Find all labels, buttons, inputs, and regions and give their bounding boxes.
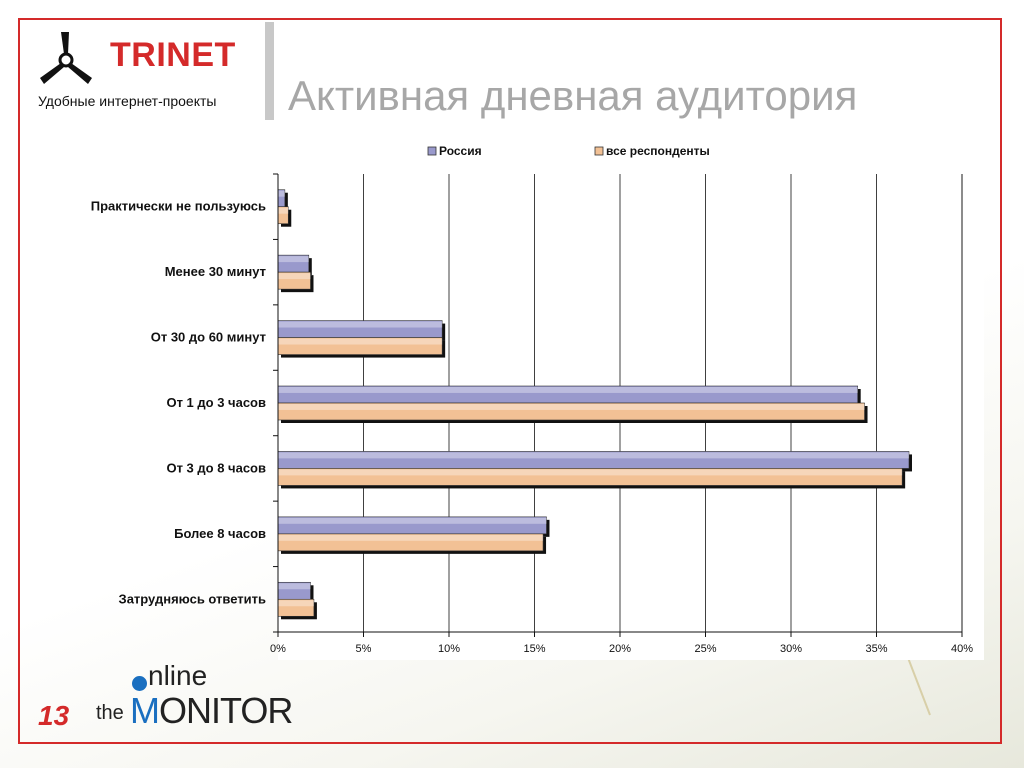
category-label: От 3 до 8 часов	[166, 460, 266, 475]
x-tick-label: 25%	[694, 643, 716, 655]
bar-highlight	[278, 404, 865, 410]
logo-monitor-m: M	[130, 690, 160, 731]
bar-highlight	[278, 273, 311, 280]
category-label: От 1 до 3 часов	[166, 395, 266, 410]
slide-frame	[18, 18, 1002, 744]
bar-highlight	[278, 600, 314, 607]
bar-highlight	[278, 338, 443, 345]
category-label: От 30 до 60 минут	[151, 330, 266, 345]
bar-highlight	[278, 190, 285, 197]
x-tick-label: 10%	[438, 643, 460, 655]
title-accent-bar	[265, 22, 274, 120]
logo-online-text: nline	[148, 660, 208, 691]
category-label: Затрудняюсь ответить	[119, 591, 266, 606]
bar-highlight	[278, 321, 443, 328]
legend-swatch	[594, 146, 604, 156]
legend-swatch	[427, 146, 437, 156]
x-tick-label: 5%	[356, 643, 372, 655]
x-tick-label: 30%	[780, 643, 802, 655]
logo-monitor-text: MONITOR	[130, 690, 293, 732]
bar-highlight	[278, 207, 289, 214]
logo-monitor-rest: ONITOR	[159, 690, 293, 731]
x-tick-label: 35%	[865, 643, 887, 655]
x-tick-label: 20%	[609, 643, 631, 655]
bar-highlight	[278, 452, 909, 459]
bar-highlight	[278, 256, 309, 263]
x-tick-label: 40%	[951, 643, 973, 655]
bar-highlight	[278, 469, 903, 476]
x-tick-label: 15%	[523, 643, 545, 655]
legend-label: Россия	[439, 144, 482, 158]
bar-highlight	[278, 517, 547, 524]
category-label: Более 8 часов	[174, 526, 266, 541]
x-tick-label: 0%	[270, 643, 286, 655]
category-label: Менее 30 минут	[165, 264, 266, 279]
bar-highlight	[278, 583, 311, 590]
online-monitor-logo: nline the MONITOR	[96, 660, 296, 734]
bar-highlight	[278, 387, 858, 393]
slide-title: Активная дневная аудитория	[288, 72, 858, 119]
logo-wordmark: TRINET	[110, 36, 236, 74]
legend-label: все респонденты	[606, 144, 710, 158]
category-label: Практически не пользуюсь	[91, 199, 266, 214]
page-number: 13	[38, 700, 70, 731]
bar-chart: 0% 5% 10% 15% 20% 25% 30% 35% 40% Практически не …	[91, 144, 984, 660]
logo-tagline: Удобные интернет-проекты	[38, 93, 217, 109]
propeller-icon	[40, 32, 92, 84]
online-dot-icon	[132, 676, 147, 691]
bar-highlight	[278, 534, 544, 541]
chart-area: 0% 5% 10% 15% 20% 25% 30% 35% 40% Практически не …	[20, 138, 990, 673]
logo-the-text: the	[96, 702, 124, 724]
